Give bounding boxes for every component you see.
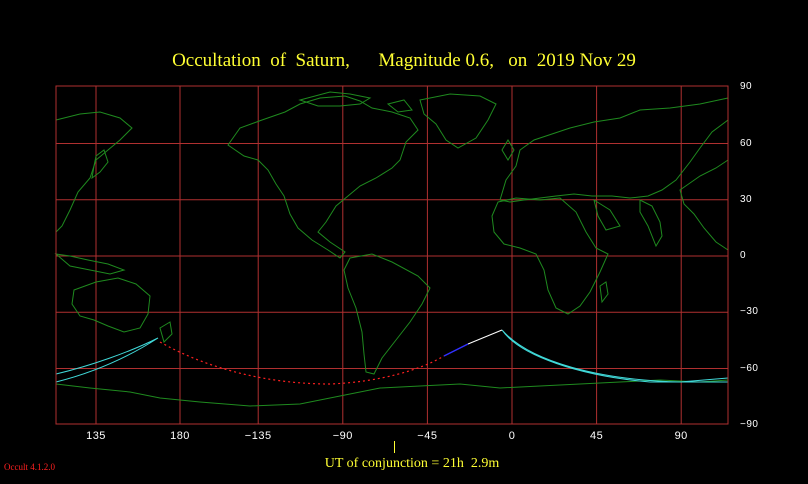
visibility-limit-right [501,329,729,383]
coastline-arctic-islands [298,91,413,113]
longitude-tick-label: −135 [244,430,272,442]
occultation-paths [55,329,729,385]
central-path-twilight [443,343,469,357]
longitude-tick-label: 0 [508,430,516,442]
page-title: Occultation of Saturn, Magnitude 0.6, on… [172,50,636,71]
coastlines [54,91,729,407]
latitude-tick-label: 0 [740,250,747,261]
version-label: Occult 4.1.2.0 [4,462,55,472]
coastline-africa [491,197,609,315]
coastline-indonesia [54,253,126,275]
longitude-tick-label: 45 [589,430,604,442]
conjunction-label: UT of conjunction = 21h 2.9m [324,456,500,471]
central-path-daylight [467,329,503,345]
coastline-new-zealand [159,321,173,343]
coastline-north-america [227,95,419,259]
coastline-japan [91,149,109,180]
coastline-asia-east [679,159,729,251]
longitude-tick-label: 180 [170,430,190,442]
coastline-antarctica [55,379,729,407]
coastline-australia [71,277,151,333]
longitude-tick-label: −90 [332,430,353,442]
coastline-greenland [419,93,497,149]
longitude-tick-label: −45 [417,430,438,442]
visibility-limit-left [55,337,159,383]
longitude-tick-label: 90 [674,430,688,442]
longitude-tick-label: 135 [86,430,106,442]
latitude-tick-label: 90 [740,81,753,93]
coastline-madagascar [599,281,609,304]
coastline-europe [499,97,729,203]
coastline-east-asia-left [55,111,133,234]
coastline-south-america [343,253,431,375]
central-path-night [159,341,445,385]
coastline-arabia-india [593,198,663,248]
latitude-tick-label: 60 [740,137,753,149]
latitude-tick-label: −30 [740,306,759,318]
latitude-tick-label: 30 [740,193,753,205]
conjunction-marker [394,441,395,453]
latitude-tick-label: −90 [740,418,759,430]
coastline-uk [501,139,515,161]
map-frame [55,85,729,425]
grid-lines [56,86,728,424]
latitude-tick-label: −60 [740,362,759,374]
